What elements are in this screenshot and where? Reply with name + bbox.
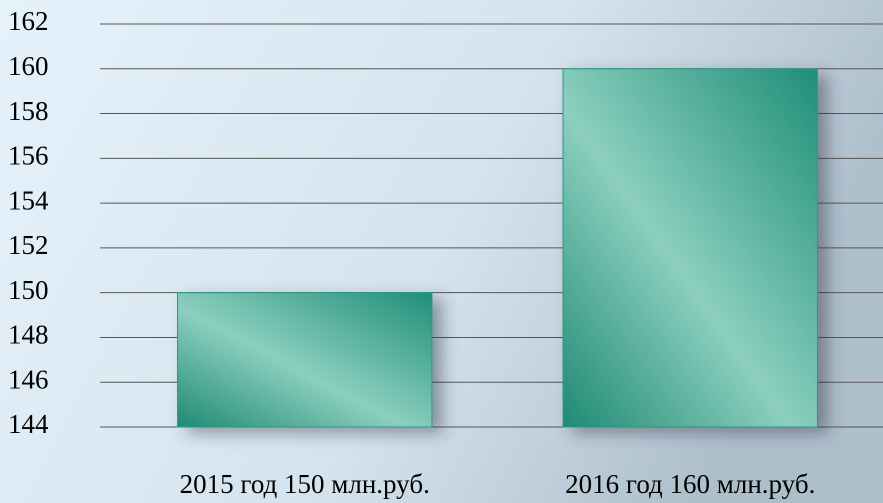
y-tick-label: 156	[8, 141, 49, 171]
x-tick-label: 2015 год 150 млн.руб.	[180, 469, 430, 499]
x-tick-label: 2016 год 160 млн.руб.	[565, 469, 815, 499]
y-tick-label: 146	[8, 364, 49, 394]
y-tick-label: 154	[8, 185, 49, 215]
y-tick-label: 144	[8, 409, 49, 439]
y-tick-label: 152	[8, 230, 49, 260]
y-tick-label: 148	[8, 320, 49, 350]
bar	[562, 68, 818, 428]
y-tick-label: 150	[8, 275, 49, 305]
y-tick-label: 158	[8, 96, 49, 126]
y-tick-label: 162	[8, 6, 49, 36]
y-tick-label: 160	[8, 51, 49, 81]
bar	[177, 292, 433, 428]
